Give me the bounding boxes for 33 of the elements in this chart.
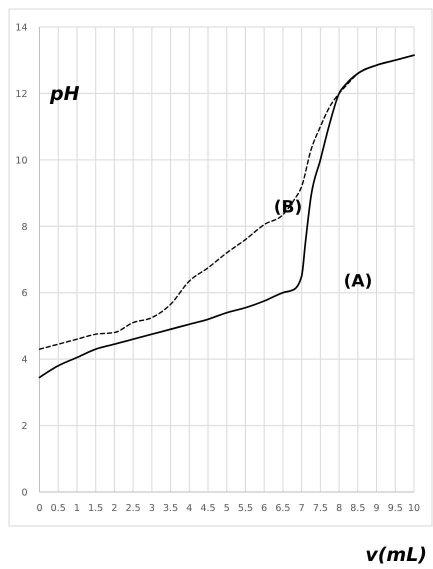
x-tick-label: 4.5 — [200, 503, 216, 514]
annotation: (B) — [274, 198, 302, 218]
x-axis-title: v(mL) — [365, 544, 427, 566]
x-tick-label: 1 — [74, 503, 80, 514]
x-tick-label: 8.5 — [350, 503, 366, 514]
x-tick-label: 7.5 — [312, 503, 328, 514]
x-tick-label: 2.5 — [126, 503, 141, 514]
y-tick-label: 8 — [21, 222, 28, 233]
x-tick-label: 1.5 — [88, 503, 104, 514]
x-tick-label: 9 — [374, 503, 380, 514]
y-tick-label: 2 — [21, 421, 28, 432]
x-tick-label: 0 — [36, 503, 43, 514]
x-tick-label: 8 — [336, 503, 342, 514]
y-tick-label: 10 — [15, 155, 28, 166]
y-tick-label: 14 — [15, 22, 28, 34]
y-axis-title: pH — [49, 83, 80, 105]
x-tick-label: 2 — [111, 503, 118, 514]
y-tick-label: 6 — [21, 288, 28, 300]
y-tick-label: 12 — [15, 88, 28, 100]
x-tick-label: 10 — [408, 503, 420, 514]
x-tick-label: 4 — [186, 503, 192, 514]
x-tick-label: 0.5 — [50, 503, 66, 514]
x-tick-label: 5.5 — [238, 503, 254, 514]
x-tick-label: 7 — [298, 503, 305, 514]
x-tick-label: 3 — [148, 503, 155, 514]
x-tick-label: 9.5 — [388, 503, 403, 514]
x-tick-label: 5 — [224, 503, 230, 514]
x-tick-label: 3.5 — [163, 503, 178, 514]
x-tick-label: 6 — [261, 503, 268, 514]
y-tick-label: 4 — [21, 354, 28, 366]
annotation: (A) — [344, 272, 372, 292]
y-tick-label: 0 — [21, 488, 28, 498]
x-tick-label: 6.5 — [275, 503, 290, 514]
